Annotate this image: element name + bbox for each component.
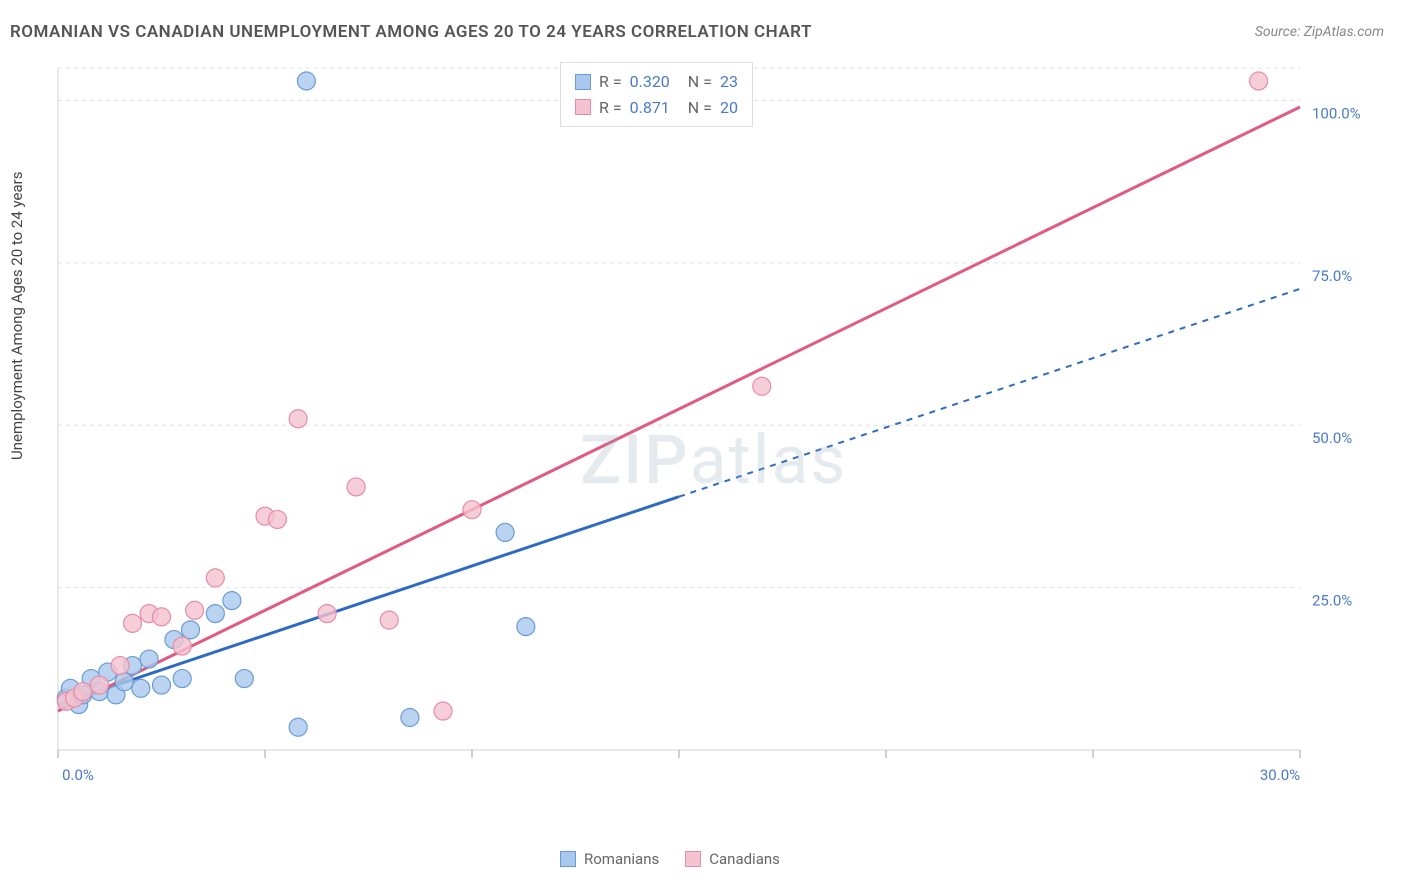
stat-r-value: 0.871: [630, 95, 670, 121]
data-point: [1250, 72, 1268, 90]
legend-label: Romanians: [584, 850, 659, 868]
data-point: [297, 72, 315, 90]
data-point: [115, 673, 133, 691]
legend-label: Canadians: [709, 850, 780, 868]
series-legend: Romanians Canadians: [560, 850, 780, 868]
legend-swatch: [575, 74, 591, 90]
y-tick-label: 50.0%: [1312, 429, 1352, 447]
data-point: [463, 501, 481, 519]
stats-legend-row: R = 0.871 N = 20: [575, 95, 738, 121]
data-point: [268, 510, 286, 528]
data-point: [173, 637, 191, 655]
stat-label: R =: [599, 69, 622, 95]
data-point: [434, 702, 452, 720]
stat-label: N =: [688, 69, 712, 95]
x-tick-label: 30.0%: [1260, 766, 1300, 784]
source-attribution: Source: ZipAtlas.com: [1255, 24, 1384, 40]
scatter-plot: 0.0% 30.0% 25.0% 50.0% 75.0% 100.0%: [50, 60, 1370, 800]
data-point: [347, 478, 365, 496]
data-point: [496, 523, 514, 541]
x-tick-label: 0.0%: [62, 766, 94, 784]
data-point: [140, 650, 158, 668]
legend-swatch: [685, 851, 701, 867]
data-point: [289, 718, 307, 736]
y-tick-label: 100.0%: [1312, 104, 1361, 122]
legend-item: Romanians: [560, 850, 659, 868]
data-point: [318, 605, 336, 623]
data-point: [153, 676, 171, 694]
data-point: [206, 569, 224, 587]
data-point: [186, 601, 204, 619]
data-point: [124, 614, 142, 632]
legend-swatch: [575, 99, 591, 115]
data-point: [74, 683, 92, 701]
data-point: [289, 410, 307, 428]
trend-line: [58, 497, 679, 705]
chart-title: ROMANIAN VS CANADIAN UNEMPLOYMENT AMONG …: [10, 22, 812, 42]
data-point: [223, 592, 241, 610]
stat-r-value: 0.320: [630, 69, 670, 95]
data-point: [206, 605, 224, 623]
stat-label: R =: [599, 95, 622, 121]
data-point: [153, 608, 171, 626]
data-point: [111, 657, 129, 675]
data-point: [90, 676, 108, 694]
stat-n-value: 23: [720, 69, 738, 95]
trend-line-dashed: [679, 289, 1300, 497]
data-point: [235, 670, 253, 688]
legend-item: Canadians: [685, 850, 780, 868]
data-point: [132, 679, 150, 697]
data-point: [181, 621, 199, 639]
stat-label: N =: [688, 95, 712, 121]
plot-svg: 0.0% 30.0% 25.0% 50.0% 75.0% 100.0%: [50, 60, 1370, 800]
stat-n-value: 20: [720, 95, 738, 121]
data-point: [753, 377, 771, 395]
y-tick-label: 75.0%: [1312, 267, 1352, 285]
legend-swatch: [560, 851, 576, 867]
trend-line: [58, 107, 1300, 711]
data-point: [173, 670, 191, 688]
stats-legend: R = 0.320 N = 23 R = 0.871 N = 20: [560, 62, 753, 127]
data-point: [380, 611, 398, 629]
stats-legend-row: R = 0.320 N = 23: [575, 69, 738, 95]
data-point: [517, 618, 535, 636]
data-point: [401, 709, 419, 727]
y-axis-label: Unemployment Among Ages 20 to 24 years: [8, 172, 26, 460]
y-tick-label: 25.0%: [1312, 592, 1352, 610]
